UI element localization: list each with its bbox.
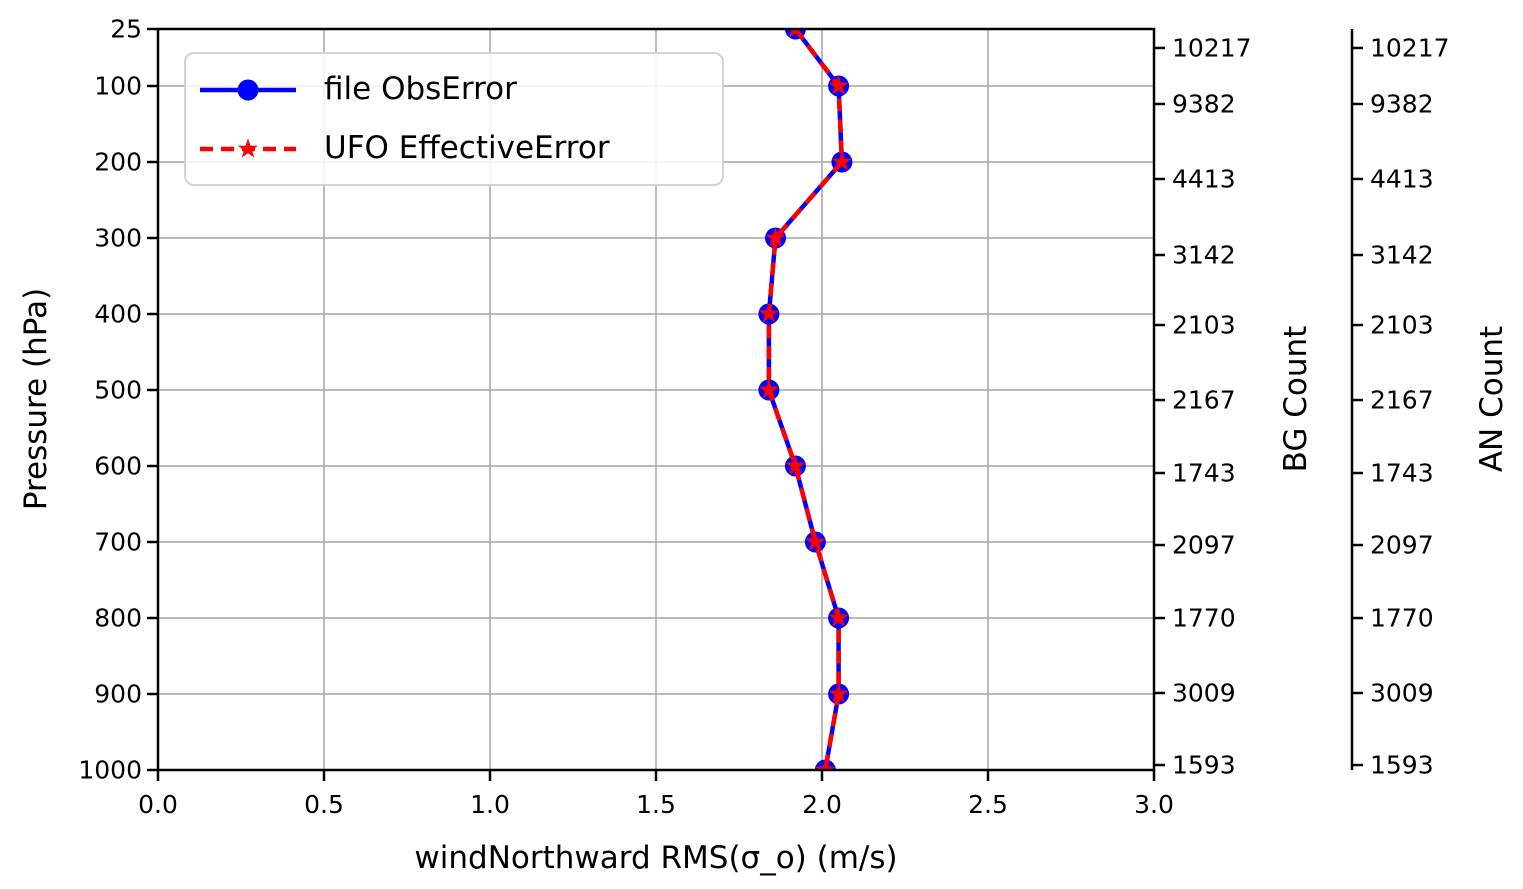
legend-label: file ObsError	[324, 70, 517, 107]
an-count-tick-label: 2097	[1370, 530, 1434, 560]
x-tick-label: 3.0	[1134, 790, 1174, 819]
bg-count-tick-label: 1770	[1172, 603, 1236, 633]
y-tick-label: 400	[94, 299, 142, 329]
an-count-tick-label: 10217	[1370, 33, 1450, 63]
marker-star	[828, 607, 849, 627]
marker-star	[758, 303, 779, 323]
x-axis-label: windNorthward RMS(σ_o) (m/s)	[414, 840, 898, 876]
bg-count-tick-label: 2097	[1172, 530, 1236, 560]
an-count-tick-label: 3142	[1370, 240, 1434, 270]
bg-count-tick-label: 9382	[1172, 89, 1236, 119]
an-count-tick-label: 4413	[1370, 164, 1434, 194]
legend: file ObsError UFO EffectiveError	[184, 52, 724, 186]
y-tick-label: 600	[94, 451, 142, 481]
bg-count-axis-label: BG Count	[1278, 325, 1314, 473]
y-tick-label: 100	[94, 71, 142, 101]
y-tick-label: 1000	[78, 755, 142, 785]
an-count-tick-label: 2167	[1370, 385, 1434, 415]
marker-star	[765, 227, 786, 247]
marker-star	[831, 151, 852, 171]
an-count-tick-label: 3009	[1370, 678, 1434, 708]
bg-count-tick-label: 2103	[1172, 310, 1236, 340]
x-tick-label: 1.0	[470, 790, 510, 819]
an-count-tick-label: 9382	[1370, 89, 1434, 119]
y-tick-label: 25	[110, 14, 142, 44]
bg-count-tick-label: 3142	[1172, 240, 1236, 270]
an-count-tick-label: 1593	[1370, 750, 1434, 780]
an-count-tick-label: 1770	[1370, 603, 1434, 633]
x-tick-label: 2.5	[968, 790, 1008, 819]
marker-star	[789, 29, 802, 38]
legend-entry: file ObsError	[196, 68, 712, 112]
legend-sample-dashed-line	[200, 138, 296, 157]
marker-star	[815, 759, 836, 770]
marker-star	[828, 683, 849, 703]
marker-star	[785, 455, 806, 475]
bg-count-tick-label: 4413	[1172, 164, 1236, 194]
y-tick-label: 900	[94, 679, 142, 709]
data-series-group	[758, 29, 853, 770]
circle-marker-icon	[237, 79, 259, 100]
series-line-file-obserror	[766, 29, 845, 770]
x-tick-label: 0.5	[304, 790, 344, 819]
bg-count-tick-label: 1743	[1172, 458, 1236, 488]
marker-star	[828, 75, 849, 95]
an-count-tick-label: 1743	[1370, 458, 1434, 488]
y-tick-label: 700	[94, 527, 142, 557]
bg-count-tick-label: 1593	[1172, 750, 1236, 780]
marker-star	[758, 379, 779, 399]
star-marker-icon	[238, 138, 258, 157]
x-tick-label: 0.0	[138, 790, 178, 819]
legend-entry: UFO EffectiveError	[196, 127, 712, 171]
x-tick-label: 2.0	[802, 790, 842, 819]
marker-star	[805, 531, 826, 551]
legend-label: UFO EffectiveError	[324, 129, 610, 166]
bg-count-tick-label: 10217	[1172, 33, 1252, 63]
y-tick-label: 800	[94, 603, 142, 633]
bg-count-tick-label: 3009	[1172, 678, 1236, 708]
series-line-ufo-effectiveerror	[766, 29, 845, 770]
y-tick-label: 500	[94, 375, 142, 405]
an-count-axis-label: AN Count	[1474, 325, 1510, 473]
x-tick-label: 1.5	[636, 790, 676, 819]
y-tick-label: 300	[94, 223, 142, 253]
y-tick-label: 200	[94, 147, 142, 177]
legend-sample-solid-line	[200, 79, 296, 100]
bg-count-tick-label: 2167	[1172, 385, 1236, 415]
an-count-tick-label: 2103	[1370, 310, 1434, 340]
